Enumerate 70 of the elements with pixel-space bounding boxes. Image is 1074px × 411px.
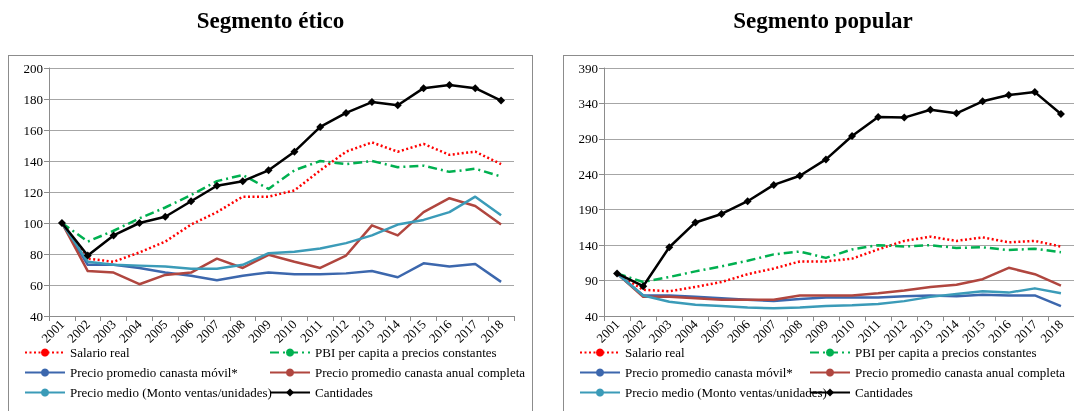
y-tick-label: 80 xyxy=(30,246,43,262)
point xyxy=(109,231,118,240)
point xyxy=(978,97,987,106)
point xyxy=(613,269,622,278)
point xyxy=(83,251,92,260)
point xyxy=(393,101,402,110)
point xyxy=(471,84,480,93)
y-tick-label: 140 xyxy=(23,153,43,169)
y-tick-label: 390 xyxy=(578,60,598,76)
point xyxy=(1004,90,1013,99)
point xyxy=(952,109,961,118)
x-tick-label: 2011 xyxy=(854,316,884,346)
legend-label: Precio promedio canasta móvil* xyxy=(70,365,238,380)
point xyxy=(135,219,144,227)
point xyxy=(717,209,726,218)
point xyxy=(795,171,804,180)
point xyxy=(342,108,351,117)
legend-label: Precio medio (Monto ventas/unidades) xyxy=(70,385,272,400)
point xyxy=(497,96,506,105)
line-series xyxy=(60,196,503,286)
y-tick-label: 60 xyxy=(30,277,43,293)
legend-label: PBI per capita a precios constantes xyxy=(315,345,497,360)
legend-label: Precio promedio canasta anual completa xyxy=(855,365,1066,380)
y-tick-label: 140 xyxy=(578,237,598,253)
point xyxy=(419,84,428,93)
legend-label: Salario real xyxy=(625,345,685,360)
point xyxy=(665,243,674,252)
y-tick-label: 40 xyxy=(30,308,43,324)
point xyxy=(161,212,170,221)
y-tick-label: 240 xyxy=(578,166,598,182)
y-tick-label: 160 xyxy=(23,122,43,138)
point xyxy=(264,166,273,175)
line-series xyxy=(60,195,503,270)
x-tick-label: 2011 xyxy=(296,316,326,346)
point xyxy=(691,218,700,227)
point xyxy=(1030,88,1039,97)
point xyxy=(743,197,752,206)
y-tick-label: 190 xyxy=(578,202,598,218)
y-tick-label: 340 xyxy=(578,95,598,111)
point xyxy=(238,177,247,186)
point xyxy=(926,105,935,114)
point xyxy=(290,147,299,156)
point xyxy=(769,180,778,189)
y-tick-label: 100 xyxy=(23,215,43,231)
point xyxy=(316,122,325,131)
legend-label: Precio promedio canasta móvil* xyxy=(625,365,793,380)
legend-label: Precio medio (Monto ventas/unidades) xyxy=(625,385,827,400)
point xyxy=(445,81,454,90)
y-tick-label: 200 xyxy=(23,60,43,76)
point xyxy=(367,98,376,107)
point xyxy=(187,197,196,206)
point xyxy=(821,155,830,164)
legend-label: Cantidades xyxy=(855,385,913,400)
y-tick-label: 180 xyxy=(23,91,43,107)
y-tick-label: 40 xyxy=(585,308,598,324)
y-tick-label: 120 xyxy=(23,184,43,200)
legend-label: Cantidades xyxy=(315,385,373,400)
point xyxy=(639,282,648,291)
y-tick-label: 290 xyxy=(578,131,598,147)
y-tick-label: 90 xyxy=(585,273,598,289)
legend-label: Precio promedio canasta anual completa xyxy=(315,365,526,380)
point xyxy=(848,132,857,141)
legend-label: PBI per capita a precios constantes xyxy=(855,345,1037,360)
point xyxy=(57,219,66,227)
chart-title: Segmento ético xyxy=(195,8,346,34)
point xyxy=(900,113,909,122)
chart-title: Segmento popular xyxy=(732,8,914,34)
point xyxy=(212,181,221,190)
legend-label: Salario real xyxy=(70,345,130,360)
point xyxy=(1056,110,1065,119)
